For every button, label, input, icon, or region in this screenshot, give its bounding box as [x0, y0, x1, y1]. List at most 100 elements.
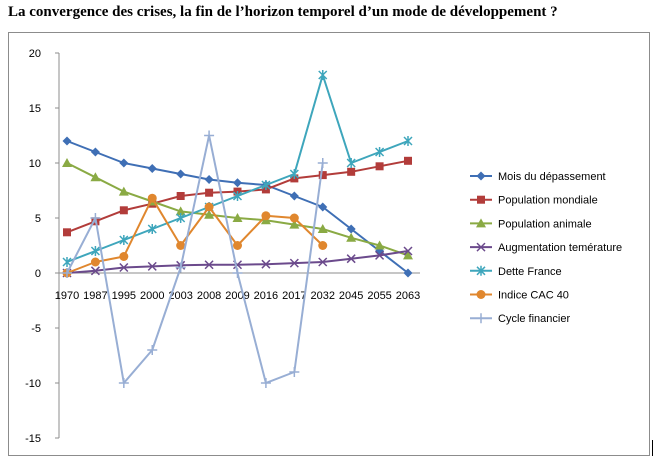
page-title: La convergence des crises, la fin de l’h…: [8, 4, 558, 20]
series-point: [318, 241, 328, 250]
series-7: [62, 130, 328, 388]
series-point: [119, 206, 128, 215]
legend-swatch-marker: [476, 171, 486, 181]
legend-swatch-marker: [476, 218, 486, 228]
series-point: [119, 158, 129, 168]
series-point: [260, 378, 271, 388]
chart-series: [62, 70, 413, 388]
series-point: [261, 211, 271, 221]
series-point: [289, 213, 299, 223]
legend-swatch-marker: [476, 242, 486, 252]
series-point: [346, 224, 356, 234]
chart-legend: Mois du dépassement Population mondiale Po…: [470, 171, 622, 325]
series-point: [403, 250, 413, 260]
series-point: [90, 257, 100, 267]
series-line: [66, 197, 324, 274]
series-point: [204, 209, 215, 219]
series-point: [232, 268, 243, 278]
legend-entry: Cycle financier: [470, 313, 570, 325]
legend-label: Mois du dépassement: [498, 171, 606, 183]
legend-entry: Mois du dépassement: [470, 171, 606, 183]
legend-swatch-marker: [476, 290, 486, 299]
series-point: [205, 188, 214, 197]
series-point: [289, 367, 300, 377]
y-tick-label: -5: [31, 323, 41, 335]
legend-label: Cycle financier: [498, 313, 570, 325]
series-line: [66, 134, 324, 384]
series-point: [147, 224, 157, 234]
series-point: [347, 167, 356, 176]
series-5: [62, 70, 413, 267]
text-cursor: [652, 440, 653, 456]
legend-entry: Population mondiale: [470, 195, 598, 207]
x-tick-label: 2008: [197, 290, 221, 302]
x-tick-label: 1995: [112, 290, 136, 302]
series-point: [175, 262, 186, 273]
series-6: [62, 193, 328, 278]
x-tick-label: 1987: [83, 290, 107, 302]
series-point: [317, 158, 328, 168]
series-point: [375, 250, 385, 260]
legend-entry: Indice CAC 40: [470, 290, 569, 302]
series-point: [404, 156, 412, 165]
series-1: [62, 136, 413, 278]
legend-swatch-marker: [477, 195, 485, 204]
series-point: [318, 257, 328, 267]
x-tick-label: 2003: [168, 290, 192, 302]
series-point: [346, 158, 356, 168]
series-point: [289, 258, 299, 268]
series-point: [62, 136, 72, 146]
y-tick-label: 0: [35, 268, 41, 280]
series-point: [63, 228, 71, 237]
x-tick-label: 2063: [396, 290, 420, 302]
series-point: [62, 268, 72, 278]
series-point: [147, 164, 157, 173]
series-point: [261, 259, 271, 269]
series-point: [318, 202, 328, 212]
x-tick-label: 2045: [339, 290, 363, 302]
y-tick-label: -15: [25, 433, 41, 445]
series-point: [318, 171, 327, 180]
x-tick-label: 2055: [367, 290, 391, 302]
y-tick-label: 10: [29, 158, 41, 170]
series-point: [403, 268, 413, 278]
series-point: [374, 240, 385, 250]
x-tick-label: 2032: [311, 290, 335, 302]
series-point: [90, 172, 101, 182]
series-point: [403, 246, 413, 256]
series-point: [317, 224, 328, 233]
series-point: [232, 213, 243, 222]
legend-swatch-marker: [476, 313, 486, 324]
legend-entry: Augmentation temérature: [470, 242, 622, 254]
series-point: [62, 158, 72, 167]
series-point: [232, 191, 243, 201]
series-point: [176, 169, 186, 179]
y-tick-label: 5: [35, 213, 41, 225]
series-point: [204, 130, 215, 141]
series-point: [147, 193, 157, 203]
series-point: [175, 206, 186, 216]
series-point: [346, 232, 357, 242]
x-tick-label: 2017: [282, 290, 306, 302]
series-point: [118, 186, 129, 196]
legend-label: Population animale: [498, 218, 592, 230]
series-point: [346, 254, 356, 264]
series-point: [119, 262, 129, 273]
series-point: [119, 235, 129, 245]
legend-label: Population mondiale: [498, 195, 598, 207]
series-point: [204, 202, 214, 212]
series-point: [62, 257, 72, 267]
chart-axes: -15 -10 -5 0 5 10 15 20 1970 1987 1995 2000 2003 2008…: [25, 48, 420, 445]
x-tick-label: 2016: [254, 290, 278, 302]
series-point: [176, 241, 186, 250]
y-tick-label: 15: [29, 103, 41, 115]
series-point: [318, 70, 328, 80]
series-point: [90, 147, 100, 157]
series-point: [375, 162, 384, 171]
x-tick-label: 2000: [140, 290, 164, 302]
series-point: [204, 175, 214, 184]
legend-label: Indice CAC 40: [498, 290, 569, 302]
legend-entry: Population animale: [470, 218, 592, 230]
series-point: [90, 246, 100, 256]
